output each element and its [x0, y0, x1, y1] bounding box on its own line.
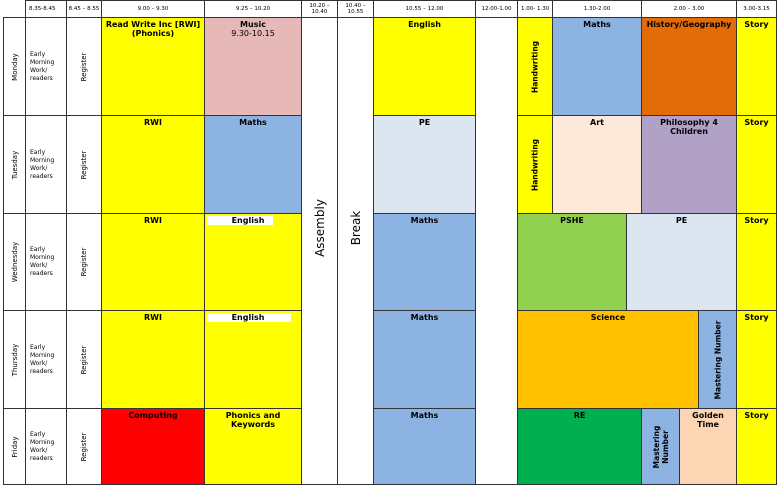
- header-time-8: 12.00-1.00: [475, 0, 518, 18]
- header-time-11: 2.00 – 3.00: [641, 0, 737, 18]
- thursday-period-1: RWI: [101, 310, 205, 409]
- header-time-3: 9.00 – 9.30: [101, 0, 205, 18]
- monday-period-5: History/Geography: [641, 17, 737, 116]
- tuesday-period-2: Maths: [204, 115, 302, 214]
- thursday-period-2-label: English: [231, 313, 265, 322]
- early-work-friday: Early Morning Work/ readers: [25, 408, 67, 485]
- thursday-story: Story: [736, 310, 777, 409]
- monday-period-3: English: [373, 17, 476, 116]
- tuesday-story: Story: [736, 115, 777, 214]
- thursday-period-4: Science: [517, 310, 699, 409]
- register-wednesday: Register: [66, 213, 102, 311]
- register-tuesday: Register: [66, 115, 102, 214]
- tuesday-period-5: Philosophy 4 Children: [641, 115, 737, 214]
- tuesday-period-1: RWI: [101, 115, 205, 214]
- register-friday: Register: [66, 408, 102, 485]
- wednesday-period-3: Maths: [373, 213, 476, 311]
- header-time-1: 8.35-8.45: [25, 0, 67, 18]
- register-thursday: Register: [66, 310, 102, 409]
- early-work-tuesday: Early Morning Work/ readers: [25, 115, 67, 214]
- day-friday: Friday: [3, 408, 26, 485]
- day-wednesday: Wednesday: [3, 213, 26, 311]
- tuesday-period-3: PE: [373, 115, 476, 214]
- monday-period-1: Read Write Inc [RWI] (Phonics): [101, 17, 205, 116]
- tuesday-handwriting: Handwriting: [517, 115, 553, 214]
- thursday-period-2: English: [204, 310, 302, 409]
- assembly-block: Assembly: [301, 17, 338, 485]
- monday-period-2-subject: Music: [240, 20, 266, 29]
- early-work-monday: Early Morning Work/ readers: [25, 17, 67, 116]
- friday-story: Story: [736, 408, 777, 485]
- friday-period-6: Golden Time: [679, 408, 737, 485]
- wednesday-period-1: RWI: [101, 213, 205, 311]
- header-time-9: 1.00- 1.30: [517, 0, 553, 18]
- break-block: Break: [337, 17, 374, 485]
- friday-period-3: Maths: [373, 408, 476, 485]
- register-monday: Register: [66, 17, 102, 116]
- thursday-period-5: Mastering Number: [698, 310, 737, 409]
- header-time-10: 1.30-2.00: [552, 0, 642, 18]
- monday-handwriting: Handwriting: [517, 17, 553, 116]
- monday-period-2-time: 9.30-10.15: [231, 29, 275, 38]
- header-time-12: 3.00-3.15: [736, 0, 777, 18]
- monday-story: Story: [736, 17, 777, 116]
- friday-period-1: Computing: [101, 408, 205, 485]
- monday-period-2: Music 9.30-10.15: [204, 17, 302, 116]
- thursday-period-3: Maths: [373, 310, 476, 409]
- day-monday: Monday: [3, 17, 26, 116]
- day-thursday: Thursday: [3, 310, 26, 409]
- friday-period-2: Phonics and Keywords: [204, 408, 302, 485]
- friday-period-4: RE: [517, 408, 642, 485]
- wednesday-period-2: English: [204, 213, 302, 311]
- monday-period-4: Maths: [552, 17, 642, 116]
- wednesday-period-5: PE: [626, 213, 737, 311]
- header-time-5: 10.20 – 10.40: [301, 0, 338, 18]
- header-time-6: 10.40 – 10.55: [337, 0, 374, 18]
- lunch-block: [475, 17, 518, 485]
- wednesday-period-2-label: English: [231, 216, 265, 225]
- wednesday-story: Story: [736, 213, 777, 311]
- day-tuesday: Tuesday: [3, 115, 26, 214]
- friday-period-5: Mastering Number: [641, 408, 680, 485]
- header-time-7: 10.55 – 12.00: [373, 0, 476, 18]
- wednesday-period-4: PSHE: [517, 213, 627, 311]
- header-time-4: 9.25 – 10.20: [204, 0, 302, 18]
- header-time-2: 8.45 – 8.55: [66, 0, 102, 18]
- early-work-thursday: Early Morning Work/ readers: [25, 310, 67, 409]
- early-work-wednesday: Early Morning Work/ readers: [25, 213, 67, 311]
- tuesday-period-4: Art: [552, 115, 642, 214]
